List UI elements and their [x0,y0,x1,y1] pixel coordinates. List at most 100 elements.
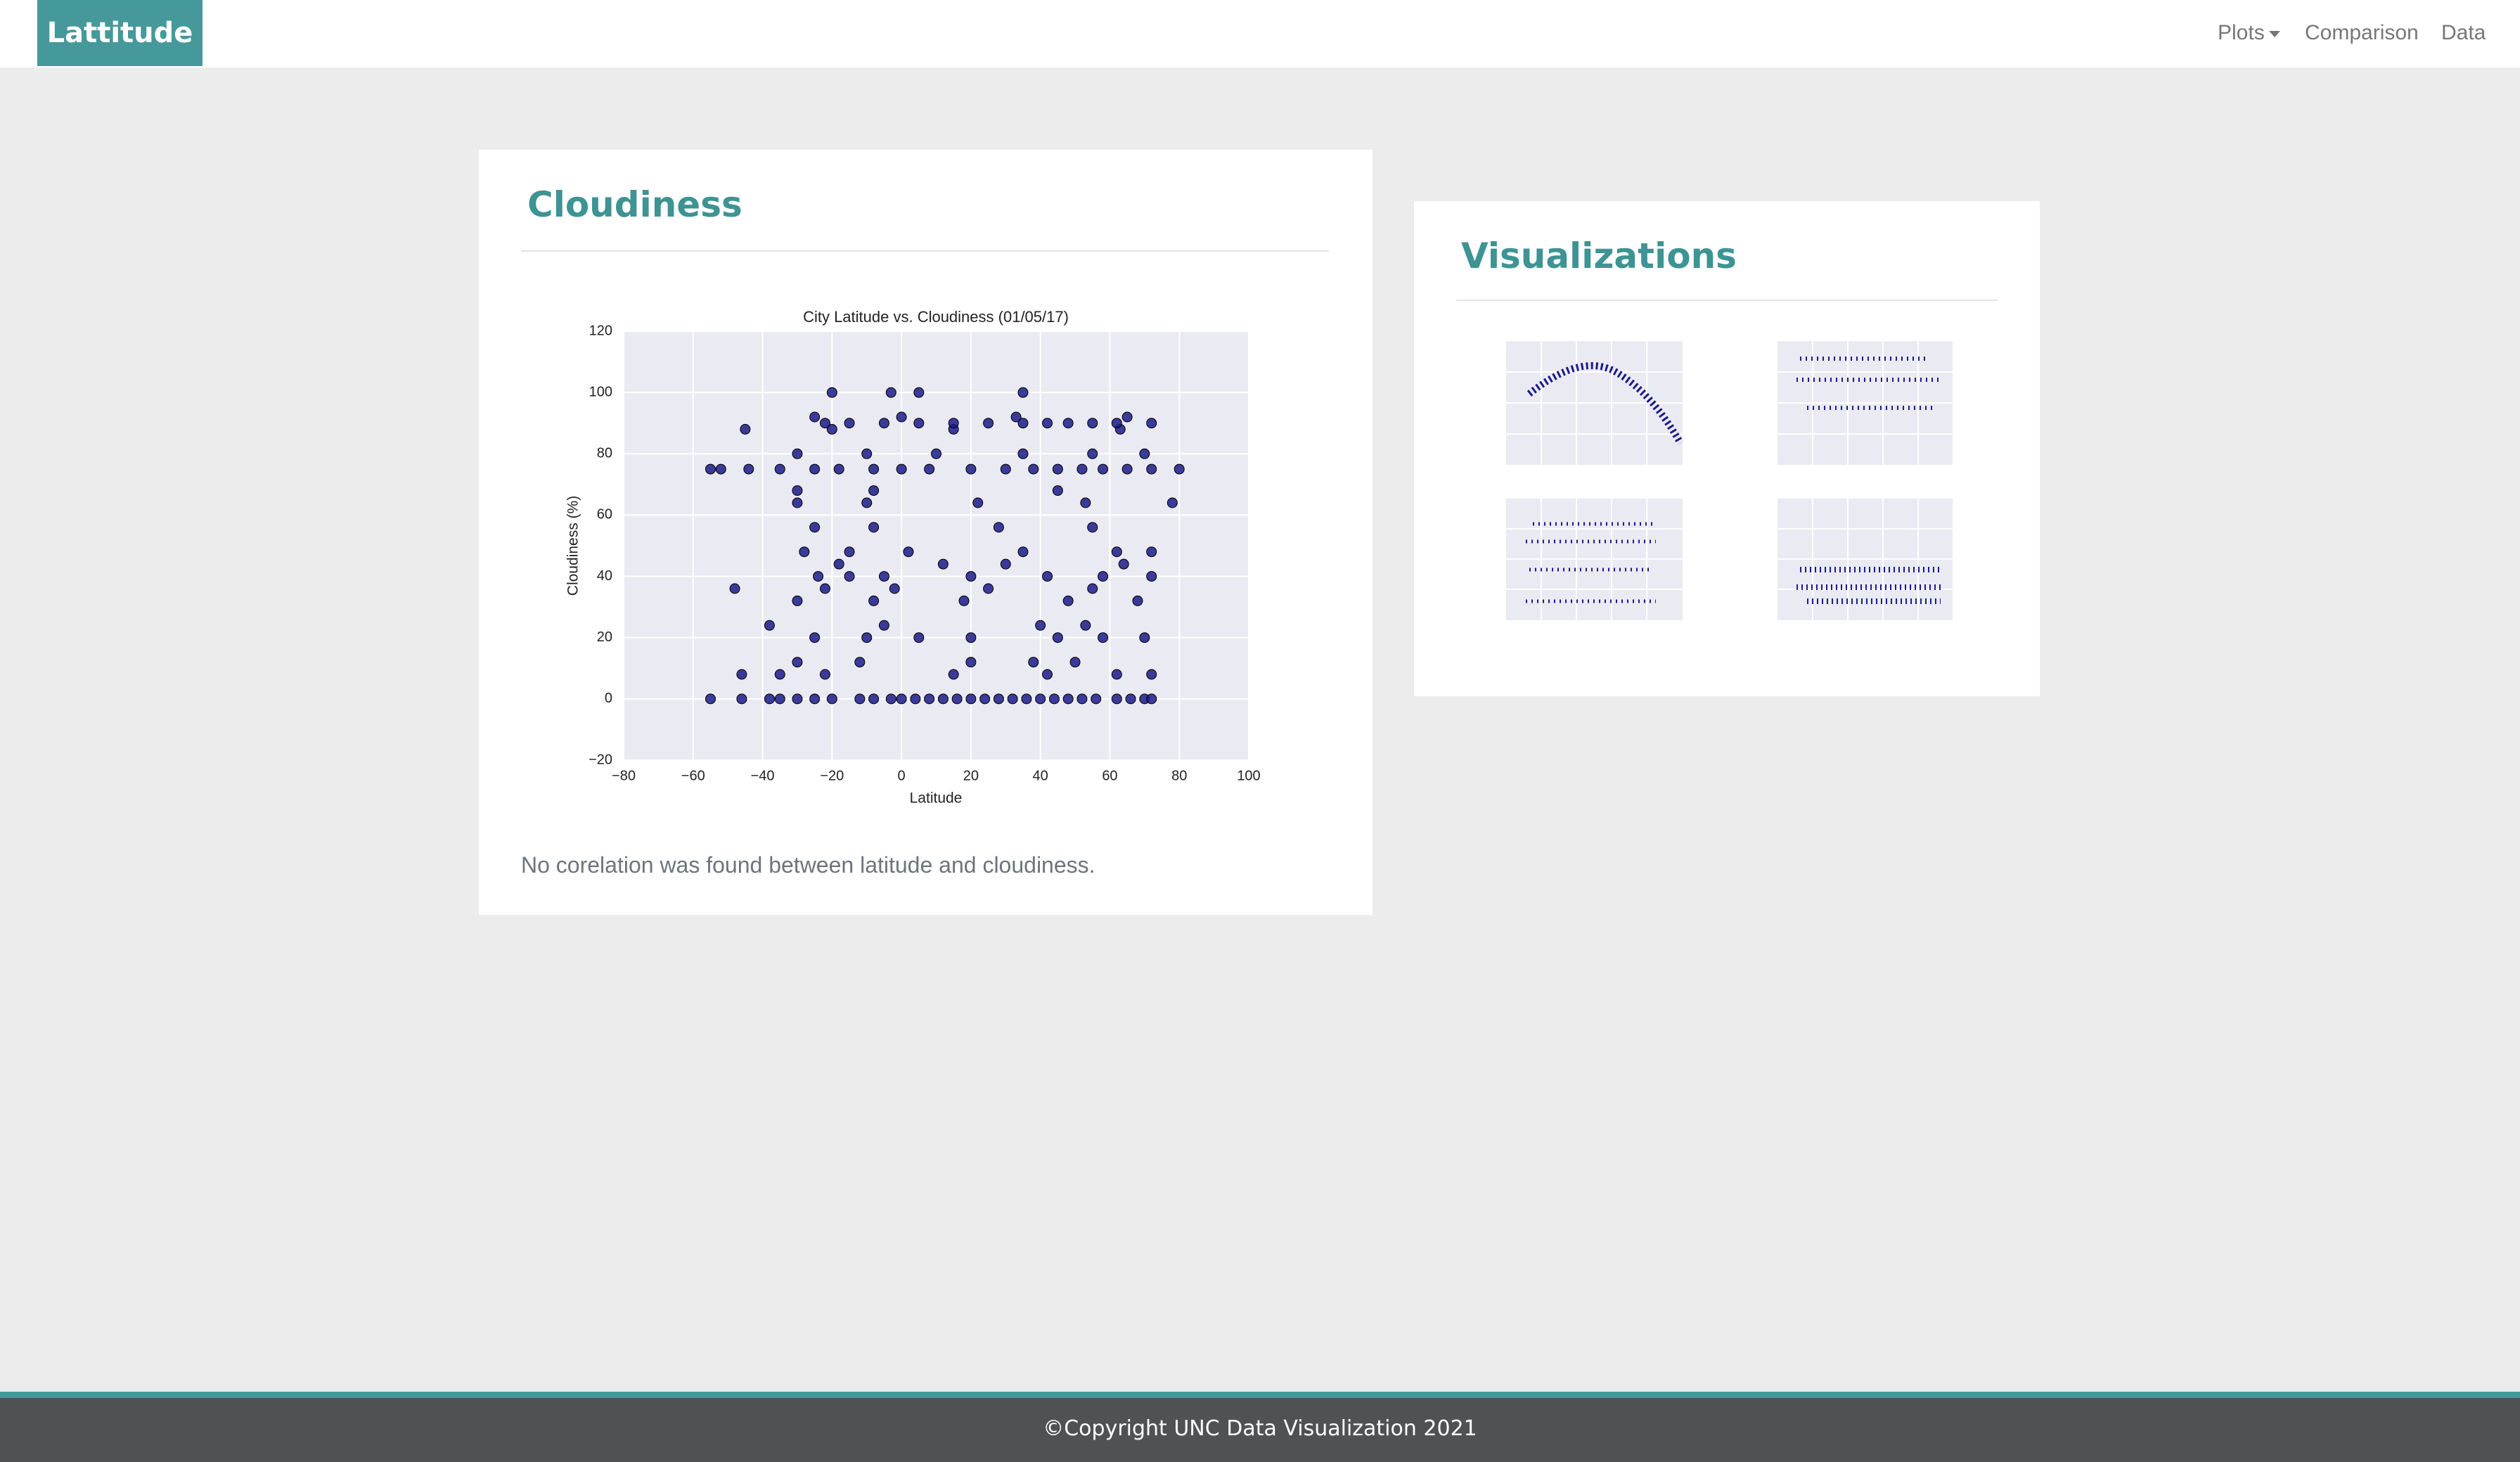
brand[interactable]: Lattitude [37,0,202,66]
point [1000,558,1011,570]
point [774,693,785,705]
point [1146,571,1157,582]
point [1087,522,1098,533]
footer-border [0,1392,2520,1398]
thumbnail[interactable] [1506,341,1684,465]
x-axis-label: Latitude [910,790,963,807]
point [1174,463,1185,475]
point [1146,418,1157,429]
point [729,583,740,594]
point [1062,693,1074,705]
point [1017,546,1029,558]
point [885,387,896,398]
point [1146,693,1157,705]
point [833,558,844,570]
point [965,463,977,475]
point [910,693,921,705]
x-tick-label: −20 [820,768,844,783]
point [979,693,991,705]
point [913,387,925,398]
point [764,620,775,631]
point [1098,463,1109,475]
y-tick-label: 0 [605,691,612,706]
point [1035,693,1046,705]
point [965,571,977,582]
point [1118,558,1129,570]
point [1062,595,1074,606]
thumbnails[interactable] [1477,331,1983,640]
nav-plots[interactable]: Plots [2218,0,2280,66]
y-tick-label: 100 [589,384,612,399]
point [799,546,810,558]
point [1069,657,1081,668]
nav-link[interactable]: Comparison [2305,21,2419,44]
point [1139,632,1150,643]
nav-link[interactable]: Plots [2218,21,2265,44]
card-title: Visualizations [1461,236,1737,276]
point [774,463,785,475]
divider [521,250,1329,252]
point [736,669,747,680]
point [861,497,873,508]
point [1028,657,1039,668]
y-tick-label: 20 [597,629,612,645]
thumbnail[interactable] [1506,499,1683,620]
point [948,418,959,429]
point [1052,463,1063,475]
point [854,693,866,705]
point [1121,463,1133,475]
point [924,463,935,475]
point [1146,546,1157,558]
thumbnail[interactable] [1778,341,1953,465]
point [792,693,803,705]
point [896,411,907,423]
y-tick-label: 80 [597,446,612,461]
point [813,571,824,582]
navbar: Lattitude Plots Comparison Data [0,0,2520,68]
nav-link[interactable]: Data [2441,21,2486,44]
point [819,418,830,429]
point [1087,448,1098,459]
point [1017,387,1029,398]
point [1007,693,1018,705]
x-tick-label: −40 [751,768,775,783]
point [868,485,880,496]
point [1139,448,1150,459]
point [983,418,994,429]
point [809,463,821,475]
point [809,632,821,643]
x-tick-label: 100 [1237,768,1260,783]
divider [1456,300,1998,301]
point [889,583,900,594]
point [1111,669,1122,680]
point [937,558,949,570]
point [809,522,821,533]
y-tick-label: 40 [597,568,612,584]
point [1048,693,1060,705]
point [740,423,751,435]
point [1052,485,1063,496]
point [844,418,855,429]
caption: No corelation was found between latitude… [521,852,1095,878]
point [854,657,866,668]
x-tick-label: 0 [898,768,906,783]
point [913,632,925,643]
point [743,463,754,475]
thumbnail[interactable] [1778,499,1953,620]
x-tick-label: 40 [1033,768,1048,783]
y-tick-label: −20 [589,752,612,767]
point [896,463,907,475]
point [833,463,844,475]
x-tick-label: −60 [681,768,705,783]
point [792,485,803,496]
point [878,418,889,429]
point [809,693,821,705]
y-axis-label: Cloudiness (%) [565,496,581,596]
point [878,620,889,631]
point [993,522,1004,533]
point [705,693,716,705]
point [705,463,716,475]
point [826,387,837,398]
x-tick-label: 20 [963,768,979,783]
